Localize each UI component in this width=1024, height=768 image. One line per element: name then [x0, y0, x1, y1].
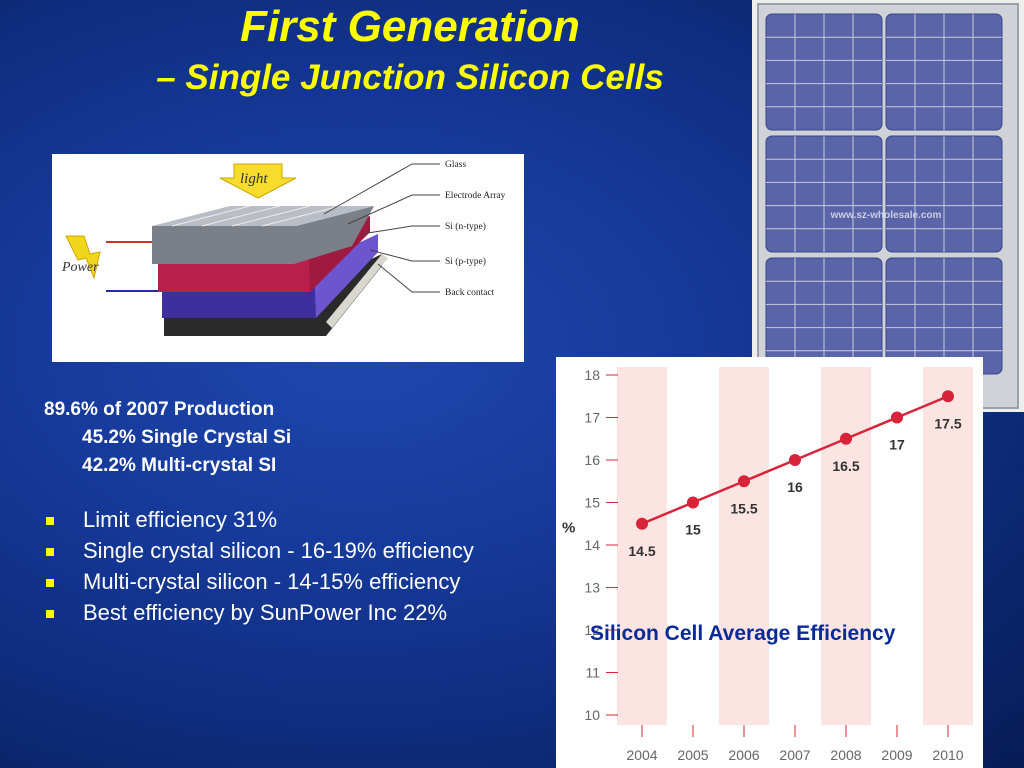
layer-label-electrode-array: Electrode Array — [445, 191, 506, 201]
data-label: 15 — [685, 522, 701, 538]
slide-subtitle: – Single Junction Silicon Cells — [156, 58, 664, 97]
data-point — [738, 475, 750, 488]
bullet-item: Multi-crystal silicon - 14-15% efficienc… — [44, 570, 544, 594]
x-tick-label: 2004 — [626, 747, 657, 763]
photo-watermark: www.sz-wholesale.com — [830, 210, 942, 221]
data-point — [840, 432, 852, 445]
x-tick-label: 2008 — [830, 747, 861, 763]
bullet-text: Multi-crystal silicon - 14-15% efficienc… — [83, 569, 461, 594]
chart-band — [617, 367, 667, 725]
chart-band — [821, 367, 871, 725]
single-crystal-share: 45.2% Single Crystal Si — [82, 427, 292, 448]
efficiency-bullet-list: Limit efficiency 31% Single crystal sili… — [44, 508, 544, 632]
light-arrow-icon — [219, 163, 297, 199]
lightning-bolt-icon — [65, 235, 101, 280]
bullet-text: Single crystal silicon - 16-19% efficien… — [83, 538, 474, 563]
layer-label-glass: Glass — [445, 160, 466, 170]
production-stats: 89.6% of 2007 Production 45.2% Single Cr… — [44, 396, 291, 480]
bullet-item: Best efficiency by SunPower Inc 22% — [44, 601, 544, 625]
data-point — [942, 390, 954, 403]
y-tick-label: 11 — [585, 665, 600, 681]
data-point — [636, 517, 648, 530]
efficiency-chart-svg: 10 11 12 13 14 15 16 17 18% 2004 2005 2006 2007 2008 2… — [562, 367, 973, 763]
x-tick-label: 2006 — [728, 747, 759, 763]
power-label: Power — [61, 260, 99, 275]
data-label: 17 — [889, 437, 905, 453]
square-bullet-icon — [46, 548, 54, 556]
y-tick-label: 14 — [584, 537, 600, 553]
solar-cell-diagram: light Power — [52, 154, 524, 362]
solar-panel-photo-svg: www.sz-wholesale.com — [752, 0, 1024, 412]
x-tick-label: 2009 — [881, 747, 912, 763]
data-point — [789, 454, 801, 466]
solar-panel-photo: www.sz-wholesale.com — [752, 0, 1024, 412]
square-bullet-icon — [46, 610, 54, 618]
square-bullet-icon — [46, 579, 54, 587]
y-tick-label: 16 — [584, 452, 600, 468]
data-label: 16 — [787, 479, 803, 495]
layer-label-p-type: Si (p-type) — [445, 256, 486, 267]
multi-crystal-share: 42.2% Multi-crystal SI — [82, 455, 277, 476]
bullet-item: Limit efficiency 31% — [44, 508, 544, 532]
slide-title: First Generation — [240, 2, 580, 51]
data-point — [891, 411, 903, 424]
bullet-item: Single crystal silicon - 16-19% efficien… — [44, 539, 544, 563]
light-label: light — [240, 171, 268, 187]
x-tick-label: 2007 — [779, 747, 810, 763]
y-tick-label: 15 — [584, 495, 600, 511]
data-label: 15.5 — [730, 500, 757, 516]
data-label: 16.5 — [832, 458, 859, 474]
y-tick-label: 10 — [584, 707, 600, 723]
x-tick-label: 2010 — [932, 747, 963, 763]
data-point — [687, 496, 699, 509]
layer-label-back-contact: Back contact — [445, 288, 495, 298]
chart-band — [923, 367, 973, 725]
production-heading: 89.6% of 2007 Production — [44, 399, 275, 420]
chart-title: Silicon Cell Average Efficiency — [590, 622, 896, 645]
solar-cell-diagram-svg: light Power — [61, 160, 506, 336]
layer-label-n-type: Si (n-type) — [445, 221, 486, 232]
bullet-text: Limit efficiency 31% — [83, 507, 278, 532]
y-tick-label: 17 — [584, 410, 600, 426]
leader-lines — [323, 163, 440, 293]
data-label: 14.5 — [628, 543, 655, 559]
y-tick-label: 13 — [584, 580, 600, 596]
panel-cell-grid — [765, 13, 1003, 375]
data-label: 17.5 — [934, 415, 961, 431]
x-tick-label: 2005 — [677, 747, 708, 763]
y-axis-label: % — [562, 519, 575, 536]
glass-layer — [152, 205, 374, 264]
square-bullet-icon — [46, 517, 54, 525]
bullet-text: Best efficiency by SunPower Inc 22% — [83, 600, 448, 625]
efficiency-chart: 10 11 12 13 14 15 16 17 18% 2004 2005 2006 2007 2008 2… — [556, 357, 983, 768]
y-tick-label: 18 — [584, 367, 600, 383]
chart-band — [719, 367, 769, 725]
y-tick-label: 12 — [584, 622, 600, 638]
